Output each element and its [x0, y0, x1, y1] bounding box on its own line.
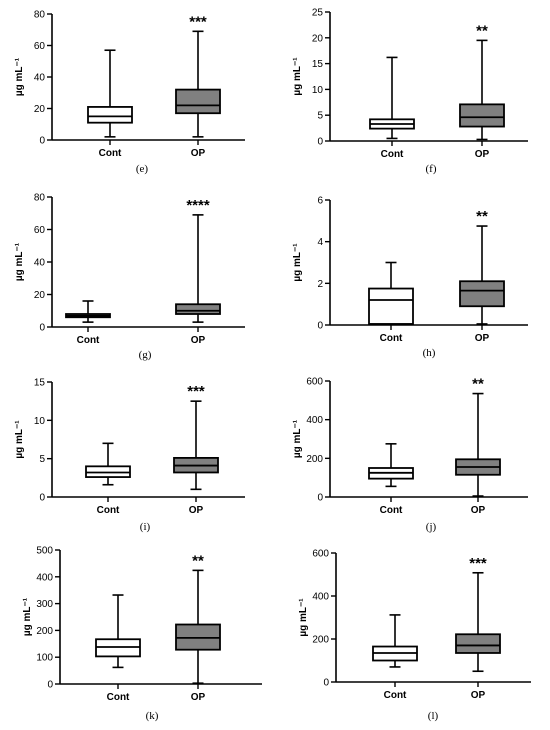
- category-label-op: OP: [475, 333, 490, 344]
- category-label-op: OP: [189, 505, 204, 516]
- panel-g: 0 20 40 60 80 µg mL⁻¹ Cont OP **** (g): [14, 193, 245, 361]
- significance-stars: **: [472, 376, 484, 393]
- panel-label: (e): [136, 163, 149, 175]
- category-label-cont: Cont: [77, 335, 100, 346]
- panel-label: (h): [423, 347, 436, 359]
- y-axis-label: µg mL⁻¹: [298, 598, 309, 637]
- y-tick-label: 400: [306, 415, 323, 426]
- y-tick-label: 60: [34, 41, 46, 52]
- y-tick-label: 300: [36, 599, 53, 610]
- y-tick-label: 600: [306, 377, 323, 388]
- box-op: [175, 303, 221, 315]
- box-cont: [87, 106, 133, 124]
- y-tick-label: 20: [34, 290, 46, 301]
- box-op: [175, 88, 221, 115]
- y-axis-label: µg mL⁻¹: [14, 57, 25, 96]
- y-tick-label: 200: [306, 454, 323, 465]
- y-tick-label: 20: [34, 104, 46, 115]
- y-tick-label: 60: [34, 225, 46, 236]
- category-label-cont: Cont: [99, 148, 122, 159]
- significance-stars: **: [476, 208, 488, 225]
- category-label-op: OP: [191, 148, 206, 159]
- category-label-cont: Cont: [380, 505, 403, 516]
- y-tick-label: 40: [34, 258, 46, 269]
- panel-f: 0 5 10 15 20 25 µg mL⁻¹ Cont OP ** (f): [292, 8, 528, 175]
- category-label-cont: Cont: [97, 505, 120, 516]
- y-tick-label: 400: [36, 572, 53, 583]
- y-axis-label: µg mL⁻¹: [292, 243, 303, 282]
- y-tick-label: 40: [34, 73, 46, 84]
- category-label-op: OP: [191, 335, 206, 346]
- category-label-op: OP: [471, 505, 486, 516]
- significance-stars: ***: [187, 383, 205, 400]
- y-tick-label: 400: [312, 592, 329, 603]
- y-tick-label: 0: [47, 680, 53, 691]
- significance-stars: **: [192, 552, 204, 569]
- y-tick-label: 5: [317, 111, 323, 122]
- y-tick-label: 500: [36, 546, 53, 557]
- y-tick-label: 2: [317, 279, 323, 290]
- significance-stars: ****: [186, 197, 210, 214]
- y-axis-label: µg mL⁻¹: [14, 420, 25, 459]
- panel-label: (g): [139, 349, 152, 361]
- y-tick-label: 15: [312, 59, 324, 70]
- y-tick-label: 5: [39, 454, 45, 465]
- y-tick-label: 0: [323, 678, 329, 689]
- y-tick-label: 25: [312, 8, 324, 19]
- y-tick-label: 0: [317, 137, 323, 148]
- category-label-cont: Cont: [380, 333, 403, 344]
- box-op: [455, 633, 501, 654]
- panel-label: (k): [146, 710, 159, 722]
- significance-stars: ***: [189, 13, 207, 30]
- significance-stars: ***: [469, 555, 487, 572]
- panel-label: (l): [428, 710, 439, 722]
- box-cont: [368, 287, 414, 325]
- y-axis-label: µg mL⁻¹: [22, 597, 33, 636]
- panel-l: 0 200 400 600 µg mL⁻¹ Cont OP *** (l): [298, 549, 531, 722]
- panel-k: 0 100 200 300 400 500 µg mL⁻¹ Cont OP ** (k): [22, 546, 262, 722]
- panel-h: 0 2 4 6 µg mL⁻¹ Cont OP ** (h): [292, 196, 528, 359]
- y-tick-label: 15: [34, 378, 46, 389]
- panel-e: 0 20 40 60 80 µg mL⁻¹ Cont OP *** (e): [14, 10, 245, 175]
- category-label-op: OP: [191, 692, 206, 703]
- y-tick-label: 20: [312, 33, 324, 44]
- y-tick-label: 200: [312, 635, 329, 646]
- y-tick-label: 10: [312, 85, 324, 96]
- panel-i: 0 5 10 15 µg mL⁻¹ Cont OP *** (i): [14, 378, 245, 533]
- y-tick-label: 0: [39, 493, 45, 504]
- y-tick-label: 6: [317, 196, 323, 207]
- y-tick-label: 80: [34, 10, 46, 21]
- y-tick-label: 10: [34, 416, 46, 427]
- y-tick-label: 0: [39, 323, 45, 334]
- box-op: [459, 280, 505, 308]
- panel-label: (i): [140, 521, 151, 533]
- panel-j: 0 200 400 600 µg mL⁻¹ Cont OP ** (j): [292, 376, 528, 533]
- category-label-cont: Cont: [381, 149, 404, 160]
- box-op: [459, 103, 505, 128]
- significance-stars: **: [476, 22, 488, 39]
- y-tick-label: 4: [317, 237, 323, 248]
- category-label-cont: Cont: [384, 690, 407, 701]
- y-tick-label: 80: [34, 193, 46, 204]
- panel-label: (f): [426, 163, 437, 175]
- y-tick-label: 0: [317, 321, 323, 332]
- category-label-op: OP: [471, 690, 486, 701]
- category-label-cont: Cont: [107, 692, 130, 703]
- y-tick-label: 0: [317, 493, 323, 504]
- y-tick-label: 100: [36, 653, 53, 664]
- y-axis-label: µg mL⁻¹: [292, 57, 303, 96]
- y-tick-label: 200: [36, 626, 53, 637]
- category-label-op: OP: [475, 149, 490, 160]
- panel-label: (j): [426, 521, 437, 533]
- y-axis-label: µg mL⁻¹: [292, 419, 303, 458]
- y-tick-label: 0: [39, 136, 45, 147]
- y-axis-label: µg mL⁻¹: [14, 242, 25, 281]
- y-tick-label: 600: [312, 549, 329, 560]
